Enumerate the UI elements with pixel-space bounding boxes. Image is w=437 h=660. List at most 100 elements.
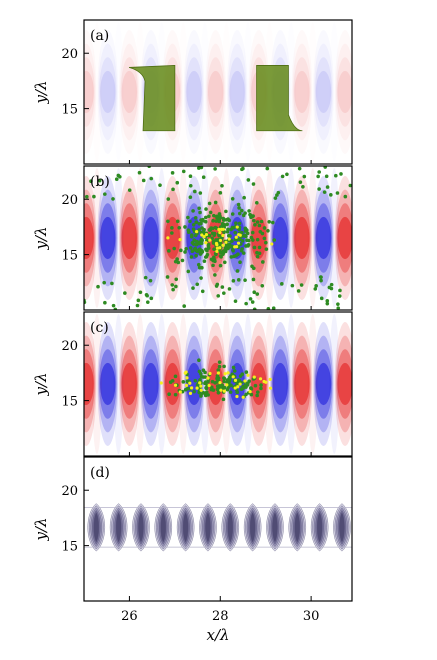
field-ripple — [135, 168, 146, 308]
yellow-particle — [178, 238, 182, 242]
green-particle — [207, 228, 212, 232]
x-ticks-d: 26 28 30 — [121, 596, 319, 624]
field-ripple — [91, 168, 102, 308]
green-particle — [236, 278, 241, 282]
green-particle — [302, 174, 307, 179]
yellow-particle — [233, 386, 237, 390]
green-particle — [244, 370, 249, 374]
field-lobe — [163, 335, 182, 433]
green-particle — [336, 302, 340, 306]
green-particle — [166, 197, 171, 201]
green-particle — [236, 378, 241, 382]
green-particle — [252, 307, 257, 310]
green-particle — [248, 212, 252, 217]
green-particle — [259, 219, 264, 224]
green-particle — [193, 189, 197, 194]
green-particle — [239, 230, 244, 235]
yellow-particle — [221, 233, 225, 238]
green-particle — [111, 303, 116, 308]
green-particle — [199, 221, 203, 226]
field-lobe — [357, 44, 376, 141]
field-lobe — [293, 203, 311, 273]
green-particle — [296, 289, 301, 293]
green-particle — [191, 286, 195, 290]
green-particle — [172, 246, 176, 251]
green-particle — [247, 379, 251, 383]
plot-area-a — [84, 22, 397, 162]
green-particle — [225, 387, 230, 392]
field-lobe — [314, 335, 333, 433]
density-contour — [138, 512, 144, 543]
field-lobe — [84, 189, 96, 287]
green-particle — [138, 290, 143, 295]
green-particle — [237, 206, 241, 210]
green-particle — [201, 229, 206, 234]
green-particle — [198, 191, 203, 195]
field-lobe — [97, 176, 119, 300]
field-lobe — [357, 336, 376, 433]
panel-c-plot — [84, 314, 376, 454]
green-particle — [214, 219, 219, 223]
green-particle — [240, 386, 244, 391]
field-lobe — [380, 57, 397, 126]
field-lobe — [229, 70, 245, 114]
field-lobe — [337, 362, 352, 406]
field-ripple — [156, 168, 167, 308]
field-ripple — [242, 168, 253, 308]
green-particle — [222, 364, 226, 369]
field-lobe — [118, 322, 140, 446]
field-ripple — [91, 314, 102, 454]
y-axis-label-b: y/λ — [32, 226, 50, 250]
field-lobe — [313, 322, 334, 446]
field-ripple — [135, 314, 146, 454]
green-particle — [210, 379, 215, 384]
green-particle — [175, 219, 180, 224]
yellow-particle — [262, 379, 266, 384]
density-cell — [109, 503, 128, 552]
green-particle — [102, 280, 106, 285]
field-lobe — [272, 362, 288, 406]
green-particle — [243, 383, 248, 388]
green-particle — [259, 386, 263, 391]
green-particle — [97, 178, 102, 183]
green-particle — [218, 241, 223, 246]
green-particle — [213, 273, 217, 277]
field-lobe — [119, 335, 139, 433]
field-lobe — [84, 216, 94, 260]
panel-b-label: (b) — [90, 174, 110, 190]
green-particle — [280, 174, 285, 179]
green-particle — [251, 277, 256, 282]
field-ripple — [135, 22, 145, 162]
field-lobe — [270, 189, 290, 287]
density-cell — [199, 503, 217, 552]
green-particle — [273, 196, 278, 200]
green-particle — [193, 246, 197, 251]
field-lobe — [336, 349, 352, 419]
green-particle — [193, 216, 198, 220]
yellow-particle — [233, 378, 238, 382]
plot-area-b — [84, 166, 374, 310]
yellow-particle — [218, 230, 222, 235]
green-particle — [299, 283, 304, 287]
green-particle — [207, 201, 212, 206]
green-particle — [198, 378, 202, 382]
green-particle — [314, 284, 318, 288]
yellow-particle — [268, 386, 273, 390]
field-lobe — [164, 216, 181, 260]
green-particle — [204, 247, 208, 252]
green-particle — [166, 219, 170, 224]
density-cell — [221, 503, 240, 552]
green-particle — [85, 194, 89, 199]
green-particle — [205, 238, 209, 243]
green-particle — [207, 214, 211, 219]
green-particle — [235, 390, 240, 394]
green-particle — [195, 383, 200, 387]
green-particle — [266, 306, 271, 310]
yellow-particle — [218, 380, 222, 385]
green-particle — [167, 249, 171, 253]
yellow-particle — [184, 383, 189, 388]
green-particle — [262, 236, 267, 241]
field-lobe — [359, 217, 374, 259]
